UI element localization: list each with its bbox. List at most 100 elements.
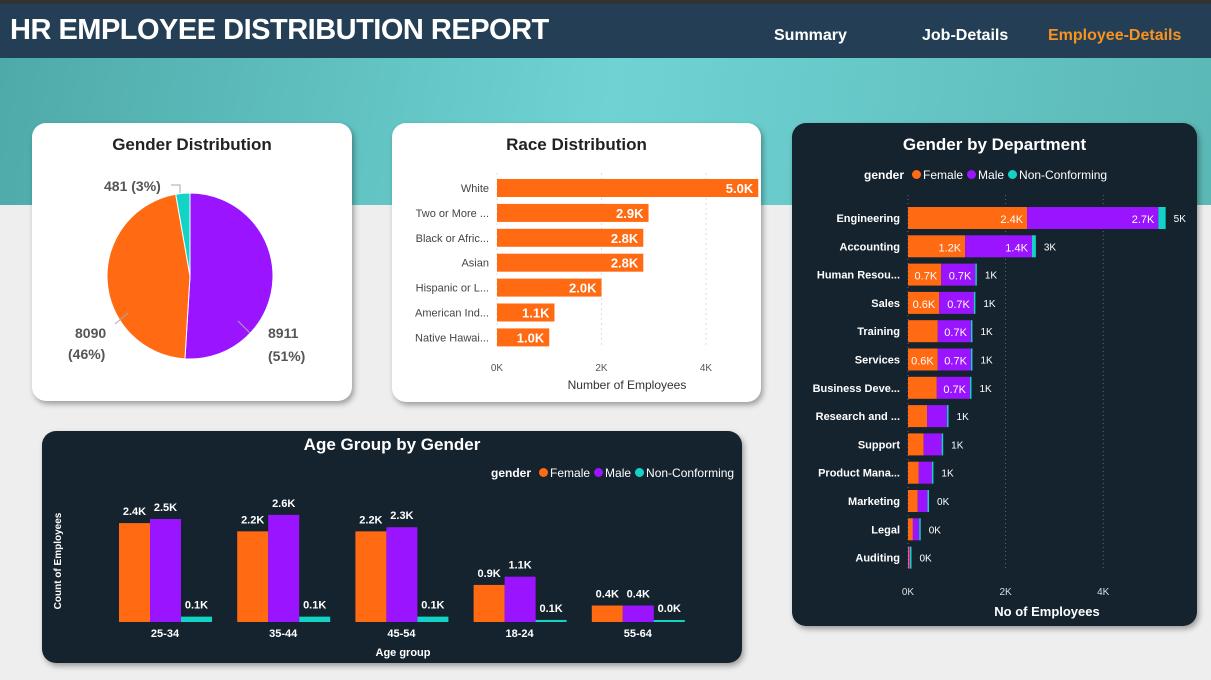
legend-female[interactable]: Female xyxy=(923,168,964,182)
age-data-label: 2.2K xyxy=(359,514,382,526)
department-total-label: 1K xyxy=(983,299,996,310)
age-data-label: 2.3K xyxy=(390,510,413,522)
x-tick-label: 18-24 xyxy=(506,628,535,640)
age-data-label: 2.5K xyxy=(154,502,177,514)
race-data-label: 1.1K xyxy=(522,306,550,321)
department-bar-male xyxy=(965,235,1032,258)
x-tick-label: 2K xyxy=(595,363,608,374)
legend-male[interactable]: Male xyxy=(605,466,632,480)
department-bar-female xyxy=(908,348,938,371)
department-label: Business Deve... xyxy=(813,383,900,395)
age-data-label: 0.9K xyxy=(477,568,500,580)
department-bar-non-conforming xyxy=(1158,207,1166,229)
legend-female[interactable]: Female xyxy=(550,466,591,480)
department-bar-non-conforming xyxy=(931,461,934,484)
age-bar-female xyxy=(355,531,387,622)
age-bar-male xyxy=(150,519,181,622)
pie-label-female: 8090 xyxy=(75,325,106,341)
race-category-label: Hispanic or L... xyxy=(416,283,489,295)
leader-line xyxy=(171,184,181,193)
department-total-label: 1K xyxy=(980,327,993,338)
age-legend: gender Female Male Non-Conforming xyxy=(491,466,734,480)
age-bar-male xyxy=(504,576,536,622)
female-dot-icon xyxy=(539,468,549,477)
department-bar-female xyxy=(908,263,942,286)
department-bar-male xyxy=(909,546,910,569)
x-axis-title: Age group xyxy=(376,647,431,659)
race-bar xyxy=(497,303,555,322)
nav-job-details[interactable]: Job-Details xyxy=(922,27,1009,44)
pie-label-male: 8911 xyxy=(268,325,299,341)
x-tick-label: 2K xyxy=(999,587,1012,598)
department-total-label: 5K xyxy=(1174,214,1187,225)
race-bar xyxy=(497,203,649,222)
female-dot-icon xyxy=(912,170,922,179)
age-bar-non-conforming xyxy=(181,616,212,622)
x-tick-label: 25-34 xyxy=(151,628,180,640)
age-data-label: 2.2K xyxy=(241,514,264,526)
department-bar-non-conforming xyxy=(941,433,944,456)
x-tick-label: 0K xyxy=(902,587,915,598)
department-total-label: 1K xyxy=(951,440,964,451)
department-data-label: 0.7K xyxy=(944,327,967,339)
pie-label-male-pct: (51%) xyxy=(268,348,305,364)
x-tick-label: 0K xyxy=(491,363,504,374)
nav-employee-details[interactable]: Employee-Details xyxy=(1048,27,1182,44)
age-data-label: 0.4K xyxy=(596,589,619,601)
department-data-label: 0.7K xyxy=(944,356,967,368)
age-data-label: 0.1K xyxy=(539,603,562,615)
department-bar-male xyxy=(927,405,948,428)
department-label: Research and ... xyxy=(816,411,900,423)
department-total-label: 3K xyxy=(1044,242,1057,253)
age-data-label: 0.1K xyxy=(421,600,444,612)
nav-summary[interactable]: Summary xyxy=(774,27,847,44)
department-bar-male xyxy=(923,433,942,456)
age-bar-female xyxy=(119,523,150,622)
age-bar-non-conforming xyxy=(299,616,331,622)
department-label: Legal xyxy=(871,524,900,536)
age-bar-male xyxy=(386,527,418,622)
department-data-label: 0.7K xyxy=(947,299,970,311)
department-data-label: 2.4K xyxy=(1000,214,1023,226)
pie-label-non-conforming: 481 (3%) xyxy=(104,178,161,194)
department-bar-female xyxy=(908,235,966,258)
male-dot-icon xyxy=(967,170,977,179)
age-bar-female xyxy=(237,531,269,622)
department-total-label: 0K xyxy=(929,525,942,536)
race-category-label: Black or Afric... xyxy=(416,233,489,245)
department-total-label: 0K xyxy=(937,497,950,508)
race-category-label: Two or More ... xyxy=(416,208,489,220)
age-data-label: 0.0K xyxy=(658,603,681,615)
legend-male[interactable]: Male xyxy=(978,168,1005,182)
department-total-label: 0K xyxy=(920,554,933,565)
non-conforming-dot-icon xyxy=(635,468,645,477)
department-bar-female xyxy=(908,433,924,456)
age-data-label: 0.1K xyxy=(303,600,326,612)
race-bar-chart: 0K 2K 4K White 5.0K Two or More ... 2.9K Black … xyxy=(415,173,759,392)
department-total-label: 1K xyxy=(979,384,992,395)
age-bar-non-conforming xyxy=(417,616,449,622)
department-label: Sales xyxy=(871,298,900,310)
male-dot-icon xyxy=(594,468,604,477)
legend-non-conforming[interactable]: Non-Conforming xyxy=(1019,168,1108,182)
age-bar-female xyxy=(473,584,505,622)
department-label: Support xyxy=(858,439,900,451)
race-data-label: 2.8K xyxy=(611,231,639,246)
department-label: Engineering xyxy=(836,213,900,225)
race-bar xyxy=(497,228,644,247)
department-data-label: 0.7K xyxy=(949,271,972,283)
race-data-label: 5.0K xyxy=(726,181,754,196)
age-data-label: 0.1K xyxy=(185,600,208,612)
leader-line xyxy=(114,312,129,325)
department-data-label: 1.4K xyxy=(1005,242,1028,254)
race-distribution-card: Race Distribution 0K 2K 4K White 5.0K Two or … xyxy=(392,123,761,402)
department-bar-female xyxy=(908,207,1028,229)
department-data-label: 0.7K xyxy=(915,271,938,283)
x-tick-label: 45-54 xyxy=(387,628,416,640)
legend-non-conforming[interactable]: Non-Conforming xyxy=(646,466,735,480)
department-bar-non-conforming xyxy=(910,546,912,569)
department-label: Training xyxy=(857,326,900,338)
gender-distribution-title: Gender Distribution xyxy=(112,135,272,154)
race-bar xyxy=(497,253,644,272)
department-bar-female xyxy=(908,320,938,343)
